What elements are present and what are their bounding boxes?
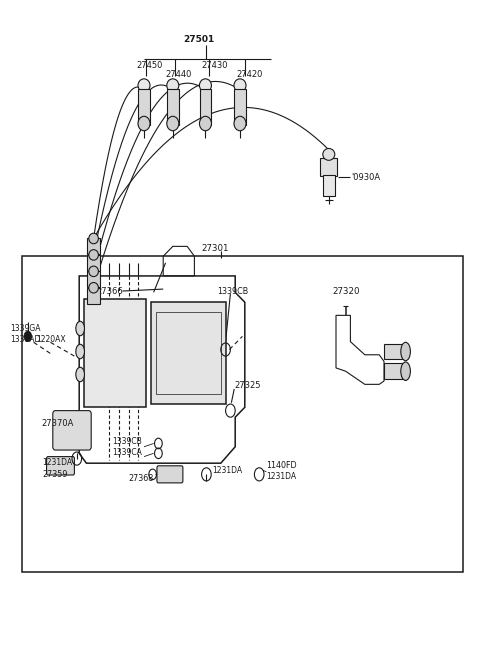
Ellipse shape <box>167 116 179 131</box>
Bar <box>320 158 337 176</box>
Bar <box>384 363 403 379</box>
Text: 27501: 27501 <box>183 35 215 44</box>
Bar <box>138 89 150 125</box>
Ellipse shape <box>89 266 98 277</box>
Text: '0930A: '0930A <box>351 173 381 182</box>
Ellipse shape <box>138 79 150 92</box>
Text: 1140FD: 1140FD <box>266 461 297 470</box>
Text: 27430: 27430 <box>202 61 228 70</box>
Text: 27450: 27450 <box>137 61 163 70</box>
Text: 27320: 27320 <box>332 286 360 296</box>
FancyBboxPatch shape <box>47 457 74 475</box>
Text: 27368: 27368 <box>128 474 154 483</box>
FancyBboxPatch shape <box>53 411 91 450</box>
Text: 1220AX: 1220AX <box>36 334 66 344</box>
Text: 27366: 27366 <box>96 286 123 296</box>
Ellipse shape <box>76 367 84 382</box>
Text: 27440: 27440 <box>166 70 192 79</box>
Text: 1231DA: 1231DA <box>266 472 296 482</box>
Bar <box>87 288 100 304</box>
Bar <box>151 302 226 404</box>
Bar <box>234 89 246 125</box>
Text: 1339CB: 1339CB <box>217 286 248 296</box>
Ellipse shape <box>167 79 179 92</box>
Bar <box>22 256 463 572</box>
Text: 1339CA: 1339CA <box>112 447 142 457</box>
Bar <box>384 344 403 359</box>
Ellipse shape <box>138 116 150 131</box>
Ellipse shape <box>89 250 98 260</box>
Bar <box>87 255 100 271</box>
Bar <box>200 89 211 125</box>
Bar <box>156 312 221 394</box>
Text: 27301: 27301 <box>202 244 229 253</box>
Ellipse shape <box>89 283 98 293</box>
Ellipse shape <box>76 321 84 336</box>
Bar <box>323 175 335 196</box>
Text: 27359: 27359 <box>42 470 68 479</box>
FancyBboxPatch shape <box>157 466 183 483</box>
Ellipse shape <box>401 342 410 361</box>
Bar <box>167 89 179 125</box>
Bar <box>84 299 146 407</box>
Ellipse shape <box>200 116 211 131</box>
Text: 1339CB: 1339CB <box>112 437 142 446</box>
Bar <box>87 271 100 287</box>
Text: 27420: 27420 <box>236 70 263 79</box>
Ellipse shape <box>200 79 211 92</box>
Ellipse shape <box>76 344 84 359</box>
Text: 1339GA: 1339GA <box>11 324 41 333</box>
Text: 1338AD: 1338AD <box>11 334 41 344</box>
Ellipse shape <box>401 362 410 380</box>
Text: 1231DA: 1231DA <box>212 466 242 475</box>
Ellipse shape <box>323 148 335 160</box>
Text: 27370A: 27370A <box>41 419 73 428</box>
Ellipse shape <box>234 79 246 92</box>
Text: 27325: 27325 <box>234 381 261 390</box>
Ellipse shape <box>89 233 98 244</box>
Text: 1231DA: 1231DA <box>42 458 72 467</box>
Ellipse shape <box>234 116 246 131</box>
Circle shape <box>24 331 32 342</box>
Bar <box>87 238 100 254</box>
